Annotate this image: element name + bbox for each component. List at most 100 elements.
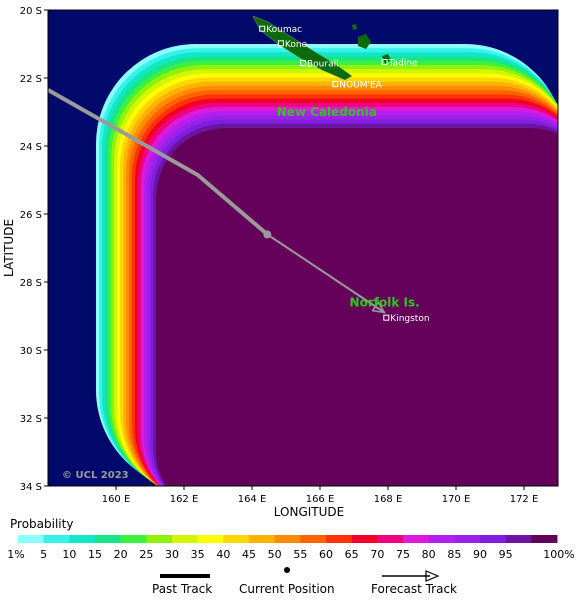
legend-swatch xyxy=(531,535,558,543)
legend-swatch xyxy=(146,535,173,543)
legend-label: 40 xyxy=(216,548,230,561)
place-label: Koumac xyxy=(266,25,302,35)
region-label: Norfolk Is. xyxy=(350,295,420,309)
legend-label: 70 xyxy=(370,548,384,561)
place-marker-icon xyxy=(383,314,390,321)
lat-tick-label: 30 S xyxy=(20,346,42,357)
place-marker-icon xyxy=(300,60,306,67)
place-label: Tadine xyxy=(388,59,418,69)
region-label: New Caledonia xyxy=(277,105,377,119)
past-track-label: Past Track xyxy=(152,582,213,596)
place-label: NOUM'EA xyxy=(339,81,382,91)
lon-tick-label: 172 E xyxy=(510,494,539,505)
place-marker-icon xyxy=(332,81,339,88)
lat-tick-label: 34 S xyxy=(20,482,42,493)
legend-swatch xyxy=(326,535,353,543)
lat-tick-label: 32 S xyxy=(20,414,42,425)
legend-swatch xyxy=(197,535,224,543)
lat-tick-label: 28 S xyxy=(20,278,42,289)
forecast-arrowhead-icon xyxy=(425,570,440,582)
legend-label: 10 xyxy=(62,548,76,561)
lat-tick-label: 20 S xyxy=(20,6,42,17)
current-position-marker xyxy=(263,230,272,239)
probability-swath xyxy=(96,44,558,486)
place-marker-icon xyxy=(259,25,266,32)
legend-swatch xyxy=(377,535,404,543)
lon-tick-label: 160 E xyxy=(102,494,131,505)
legend-label: 20 xyxy=(114,548,128,561)
past-track-line xyxy=(48,88,269,236)
land-masses xyxy=(252,15,391,81)
legend-swatch xyxy=(120,535,147,543)
place-marker-icon xyxy=(277,40,284,47)
place-marker-icon xyxy=(381,59,388,66)
longitude-axis: 160 E 162 E 164 E 166 E 168 E 170 E 172 E xyxy=(102,486,539,505)
legend-label: 45 xyxy=(242,548,256,561)
ouvea-island xyxy=(352,24,357,30)
legend-label: 50 xyxy=(268,548,282,561)
legend-swatch xyxy=(351,535,378,543)
place-markers: Koumac Kone Bourail Tadine NOUM'EA Kingston xyxy=(259,25,430,324)
copyright: © UCL 2023 xyxy=(62,470,129,481)
lon-tick-label: 170 E xyxy=(442,494,471,505)
forecast-track-line xyxy=(266,233,386,314)
legend-label: 25 xyxy=(139,548,153,561)
lon-tick-label: 162 E xyxy=(170,494,199,505)
legend-label: 75 xyxy=(396,548,410,561)
legend-label: 80 xyxy=(422,548,436,561)
legend-swatch xyxy=(428,535,455,543)
legend-label: 85 xyxy=(447,548,461,561)
place-label: Kone xyxy=(285,40,308,50)
legend-label: 15 xyxy=(88,548,102,561)
current-position-symbol xyxy=(284,567,290,573)
y-axis-label: LATITUDE xyxy=(2,219,16,277)
legend-swatch xyxy=(300,535,327,543)
legend-label: 60 xyxy=(319,548,333,561)
legend-label: 5 xyxy=(40,548,47,561)
x-axis-label: LONGITUDE xyxy=(274,505,344,519)
legend-swatch xyxy=(43,535,70,543)
forecast-track-label: Forecast Track xyxy=(371,582,457,596)
lon-tick-label: 164 E xyxy=(238,494,267,505)
forecast-arrowhead-icon xyxy=(371,300,387,314)
legend-label: 1% xyxy=(7,548,24,561)
probability-band xyxy=(156,128,558,486)
latitude-axis: 20 S 22 S 24 S 26 S 28 S 30 S 32 S 34 S xyxy=(20,6,48,493)
legend-label: 90 xyxy=(473,548,487,561)
place-label: Bourail xyxy=(307,60,339,70)
legend-swatch xyxy=(505,535,532,543)
lat-tick-label: 22 S xyxy=(20,74,42,85)
lon-tick-label: 168 E xyxy=(374,494,403,505)
plot-frame xyxy=(47,9,559,487)
legend-swatch xyxy=(95,535,122,543)
legend-title: Probability xyxy=(10,517,74,531)
legend-swatch xyxy=(172,535,199,543)
storm-track xyxy=(48,88,387,314)
place-label: Kingston xyxy=(390,314,429,324)
legend-swatch xyxy=(223,535,250,543)
legend-swatch xyxy=(18,535,45,543)
new-caledonia-island xyxy=(252,15,353,81)
current-position-label: Current Position xyxy=(239,582,335,596)
probability-color-scale: 1% 5 10 15 20 25 30 35 40 45 50 55 60 65 70 75 80 85 90 95 1… xyxy=(7,535,575,561)
lon-tick-label: 166 E xyxy=(306,494,335,505)
legend-label: 100% xyxy=(543,548,574,561)
legend-swatch xyxy=(249,535,276,543)
legend-swatch xyxy=(274,535,301,543)
track-key-symbols xyxy=(160,567,440,582)
legend-swatch xyxy=(69,535,96,543)
legend-swatch xyxy=(403,535,430,543)
lat-tick-label: 26 S xyxy=(20,210,42,221)
mare-island xyxy=(382,54,391,64)
legend-swatch xyxy=(454,535,481,543)
strike-probability-map: Koumac Kone Bourail Tadine NOUM'EA Kingston N… xyxy=(2,6,559,519)
legend-label: 35 xyxy=(191,548,205,561)
legend-label: 30 xyxy=(165,548,179,561)
lifou-island xyxy=(358,34,371,49)
legend-label: 65 xyxy=(345,548,359,561)
lat-tick-label: 24 S xyxy=(20,142,42,153)
legend-swatch xyxy=(480,535,507,543)
legend-label: 95 xyxy=(499,548,513,561)
region-labels: New Caledonia Norfolk Is. xyxy=(277,105,420,309)
legend-label: 55 xyxy=(293,548,307,561)
